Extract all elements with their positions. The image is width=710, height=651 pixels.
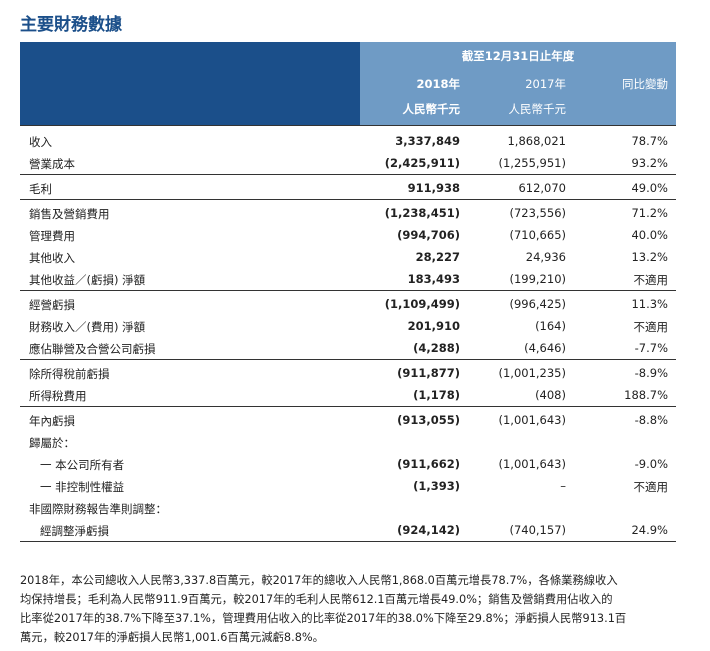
cell-value: (199,210) [509,272,566,286]
cell-value: (740,157) [509,523,566,537]
cell-value: (2,425,911) [384,156,460,170]
row-label: 一 本公司所有者 [40,458,125,472]
cell-value: (723,556) [509,206,566,220]
cell-value: (1,109,499) [384,297,460,311]
cell-value: 40.0% [631,228,668,242]
row-label: 銷售及營銷費用 [29,207,110,221]
cell-value: 49.0% [631,181,668,195]
cell-value: 71.2% [631,206,668,220]
row-label: 年內虧損 [29,414,75,428]
rule [20,174,676,175]
row-label: 經調整淨虧損 [40,524,109,538]
cell-value: (924,142) [397,523,460,537]
row-label: 所得稅費用 [29,389,87,403]
paragraph-line: 萬元，較2017年的淨虧損人民幣1,001.6百萬元減虧8.8%。 [20,631,324,644]
cell-value: (996,425) [509,297,566,311]
unit-label: 人民幣千元 [508,102,567,116]
cell-value: (1,238,451) [384,206,460,220]
row-label: 收入 [29,135,52,149]
unit-label: 人民幣千元 [402,102,461,116]
column-header: 2017年 [525,77,566,91]
header-band [20,42,360,125]
row-label: 非國際財務報告準則調整： [29,502,167,516]
cell-value: (1,001,643) [498,457,566,471]
cell-value: (994,706) [397,228,460,242]
cell-value: (1,001,235) [498,366,566,380]
period-label: 截至12月31日止年度 [461,49,575,63]
row-label: 財務收入／(費用) 淨額 [29,320,146,334]
row-label: 其他收益／(虧損) 淨額 [29,273,146,287]
row-label: 毛利 [29,182,52,196]
column-header: 2018年 [416,77,460,91]
cell-value: 93.2% [631,156,668,170]
column-header: 同比變動 [622,77,668,91]
rule [20,406,676,407]
row-label: 其他收入 [29,251,75,265]
cell-value: -8.8% [634,413,668,427]
row-label: 除所得稅前虧損 [29,367,110,381]
cell-value: 不適用 [633,320,669,334]
rule [20,199,676,200]
row-label: 一 非控制性權益 [40,480,125,494]
cell-value: 24,936 [525,250,566,264]
rule [20,359,676,360]
cell-value: 612,070 [518,181,566,195]
cell-value: 24.9% [631,523,668,537]
cell-value: 13.2% [631,250,668,264]
cell-value: (408) [535,388,566,402]
cell-value: (4,288) [413,341,460,355]
cell-value: -8.9% [634,366,668,380]
cell-value: (164) [535,319,566,333]
paragraph-line: 2018年，本公司總收入人民幣3,337.8百萬元，較2017年的總收入人民幣1… [20,574,618,587]
cell-value: (4,646) [524,341,566,355]
cell-value: (911,662) [397,457,460,471]
cell-value: (710,665) [509,228,566,242]
cell-value: -7.7% [634,341,668,355]
rule [20,290,676,291]
cell-value: 不適用 [633,480,669,494]
row-label: 歸屬於： [29,436,75,450]
cell-value: (1,001,643) [498,413,566,427]
cell-value: 911,938 [407,181,460,195]
cell-value: 183,493 [407,272,460,286]
cell-value: (913,055) [397,413,460,427]
cell-value: 28,227 [415,250,460,264]
cell-value: (1,393) [413,479,460,493]
cell-value: 3,337,849 [395,134,460,148]
paragraph-line: 均保持增長；毛利為人民幣911.9百萬元，較2017年的毛利人民幣612.1百萬… [20,593,613,606]
row-label: 經營虧損 [29,298,75,312]
cell-value: 11.3% [631,297,668,311]
rule [20,125,676,126]
cell-value: 188.7% [624,388,668,402]
paragraph-line: 比率從2017年的38.7%下降至37.1%，管理費用佔收入的比率從2017年的… [20,612,627,625]
cell-value: 不適用 [633,273,669,287]
cell-value: -9.0% [634,457,668,471]
cell-value: – [560,479,566,493]
cell-value: 78.7% [631,134,668,148]
cell-value: 1,868,021 [507,134,566,148]
row-label: 營業成本 [29,157,75,171]
cell-value: 201,910 [407,319,460,333]
rule [20,541,676,542]
row-label: 應佔聯營及合營公司虧損 [29,342,156,356]
page-title: 主要財務數據 [20,15,122,35]
header-band [360,42,676,125]
row-label: 管理費用 [29,229,75,243]
cell-value: (1,255,951) [498,156,566,170]
cell-value: (911,877) [397,366,460,380]
cell-value: (1,178) [413,388,460,402]
